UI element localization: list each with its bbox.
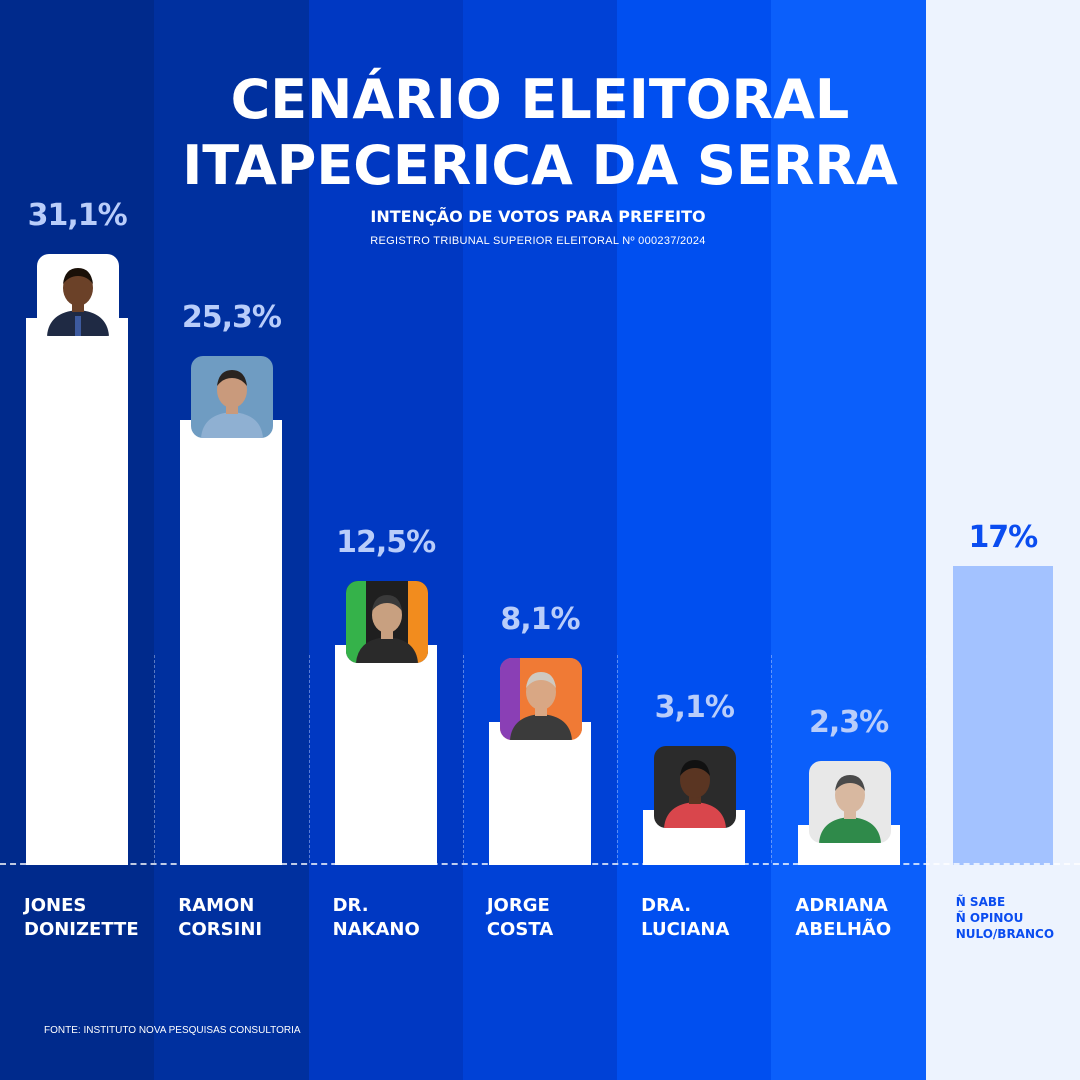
candidate-name: DRA. LUCIANA	[641, 895, 730, 940]
candidate-photo	[500, 658, 582, 741]
value-label: 3,1%	[654, 690, 735, 726]
source-note: FONTE: INSTITUTO NOVA PESQUISAS CONSULTO…	[44, 1025, 301, 1036]
registry-number: REGISTRO TRIBUNAL SUPERIOR ELEITORAL Nº …	[370, 235, 706, 247]
column-divider	[462, 655, 464, 863]
background-stripe	[308, 0, 464, 1080]
candidate-photo	[191, 355, 274, 438]
column-divider	[308, 655, 310, 863]
title-line-2: ITAPECERICA DA SERRA	[182, 134, 898, 197]
candidate-name: DR. NAKANO	[332, 895, 420, 940]
other-category-label: Ñ SABE Ñ OPINOU NULO/BRANCO	[955, 895, 1055, 941]
column-divider	[154, 655, 156, 863]
background-stripe	[462, 0, 619, 1080]
column-divider	[617, 655, 619, 863]
bar	[952, 565, 1053, 865]
candidate-name: JONES DONIZETTE	[24, 895, 139, 940]
candidate-photo	[808, 760, 891, 843]
bar	[180, 419, 283, 865]
background-stripe	[617, 0, 773, 1080]
background-stripe	[925, 0, 1080, 1080]
candidate-name: RAMON CORSINI	[178, 895, 263, 940]
candidate-name: ADRIANA ABELHÃO	[795, 895, 892, 940]
background-stripe	[771, 0, 927, 1080]
candidate-photo	[654, 746, 737, 829]
value-label: 2,3%	[808, 704, 889, 740]
candidate-photo	[37, 253, 120, 336]
bar	[26, 317, 129, 865]
value-label: 12,5%	[336, 525, 436, 560]
chart-subtitle: INTENÇÃO DE VOTOS PARA PREFEITO	[370, 207, 706, 226]
candidate-name: JORGE COSTA	[486, 895, 554, 940]
bar	[334, 645, 437, 865]
candidate-photo	[345, 581, 428, 663]
value-label: 31,1%	[27, 197, 128, 233]
bar	[489, 722, 591, 865]
column-divider	[925, 655, 927, 863]
column-divider	[771, 655, 773, 863]
value-label: 25,3%	[181, 299, 282, 335]
value-label: 8,1%	[500, 602, 580, 638]
title-line-1: CENÁRIO ELEITORAL	[230, 68, 850, 131]
value-label: 17%	[968, 519, 1038, 555]
chart-baseline	[0, 863, 1080, 865]
